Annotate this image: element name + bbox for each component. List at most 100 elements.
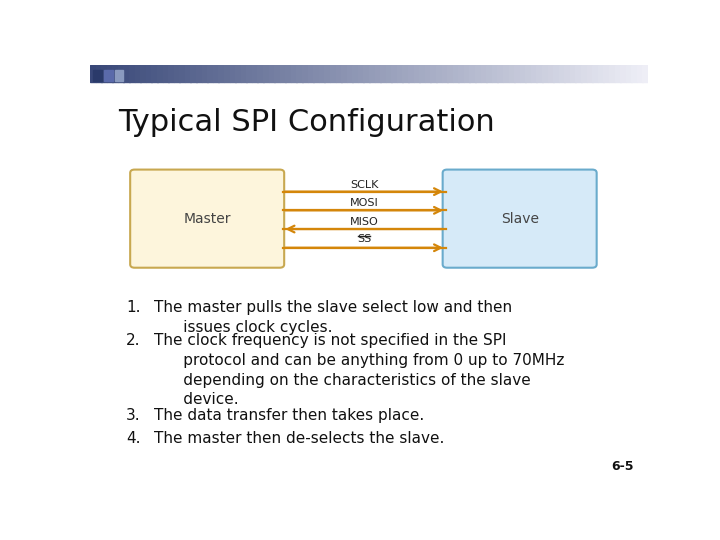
Bar [642, 65, 649, 82]
Bar [475, 65, 481, 82]
Bar [526, 65, 531, 82]
Bar [179, 65, 186, 82]
Bar [174, 65, 180, 82]
Bar [230, 65, 235, 82]
FancyBboxPatch shape [443, 170, 597, 268]
Bar [374, 65, 381, 82]
Bar [447, 65, 454, 82]
Bar [135, 65, 141, 82]
Bar [531, 65, 537, 82]
Text: MISO: MISO [350, 217, 378, 227]
Bar [341, 65, 347, 82]
Bar [431, 65, 436, 82]
Bar [514, 65, 521, 82]
Text: The data transfer then takes place.: The data transfer then takes place. [154, 408, 424, 423]
Bar [486, 65, 492, 82]
Text: Slave: Slave [500, 212, 539, 226]
Bar [364, 65, 369, 82]
Bar [336, 65, 342, 82]
Bar [168, 65, 174, 82]
Bar [196, 65, 202, 82]
Bar [542, 65, 548, 82]
Bar [129, 65, 135, 82]
Bar [285, 65, 292, 82]
Bar [593, 65, 598, 82]
Text: 6-5: 6-5 [611, 460, 634, 473]
Bar [408, 65, 414, 82]
Bar [603, 65, 610, 82]
Bar [503, 65, 509, 82]
Bar [101, 65, 107, 82]
Bar [90, 65, 96, 82]
Bar [481, 65, 487, 82]
Bar [637, 65, 643, 82]
Text: The master pulls the slave select low and then
      issues clock cycles.: The master pulls the slave select low an… [154, 300, 513, 334]
Bar [297, 65, 302, 82]
Bar [536, 65, 543, 82]
Bar [559, 65, 565, 82]
Text: SCLK: SCLK [350, 179, 378, 190]
Bar [96, 65, 102, 82]
Text: 2.: 2. [126, 333, 141, 348]
Bar [570, 65, 576, 82]
Bar [324, 65, 330, 82]
FancyBboxPatch shape [130, 170, 284, 268]
Text: The master then de-selects the slave.: The master then de-selects the slave. [154, 431, 444, 445]
Text: SS: SS [357, 234, 371, 245]
Bar [93, 70, 102, 80]
Bar [151, 65, 158, 82]
Bar [508, 65, 515, 82]
Bar [413, 65, 420, 82]
Bar [520, 65, 526, 82]
Bar [145, 65, 152, 82]
Bar [620, 65, 626, 82]
Bar [553, 65, 559, 82]
Bar [246, 65, 253, 82]
Bar [104, 70, 113, 80]
Bar [626, 65, 632, 82]
Bar [581, 65, 588, 82]
Text: MOSI: MOSI [350, 198, 378, 208]
Bar [124, 65, 130, 82]
Bar [291, 65, 297, 82]
Bar [302, 65, 308, 82]
Bar [112, 65, 119, 82]
Bar [397, 65, 403, 82]
Bar [313, 65, 320, 82]
Bar [459, 65, 464, 82]
Text: The clock frequency is not specified in the SPI
      protocol and can be anythi: The clock frequency is not specified in … [154, 333, 564, 407]
Bar [575, 65, 582, 82]
Bar [425, 65, 431, 82]
Bar [419, 65, 426, 82]
Bar [107, 65, 113, 82]
Bar [441, 65, 448, 82]
Bar [498, 65, 503, 82]
Bar [598, 65, 604, 82]
Text: 3.: 3. [126, 408, 141, 423]
Bar [235, 65, 241, 82]
Bar [392, 65, 397, 82]
Bar [358, 65, 364, 82]
Bar [307, 65, 314, 82]
Bar [185, 65, 191, 82]
Text: Master: Master [184, 212, 231, 226]
Bar [319, 65, 325, 82]
Bar [352, 65, 359, 82]
Text: Typical SPI Configuration: Typical SPI Configuration [118, 109, 495, 138]
Bar [380, 65, 387, 82]
Bar [263, 65, 269, 82]
Bar [274, 65, 280, 82]
Bar [464, 65, 470, 82]
Bar [240, 65, 247, 82]
Bar [469, 65, 476, 82]
Bar [224, 65, 230, 82]
Bar [436, 65, 442, 82]
Bar [118, 65, 124, 82]
Bar [386, 65, 392, 82]
Bar [280, 65, 286, 82]
Bar [402, 65, 409, 82]
Bar [213, 65, 219, 82]
Bar [453, 65, 459, 82]
Bar [330, 65, 336, 82]
Bar [190, 65, 197, 82]
